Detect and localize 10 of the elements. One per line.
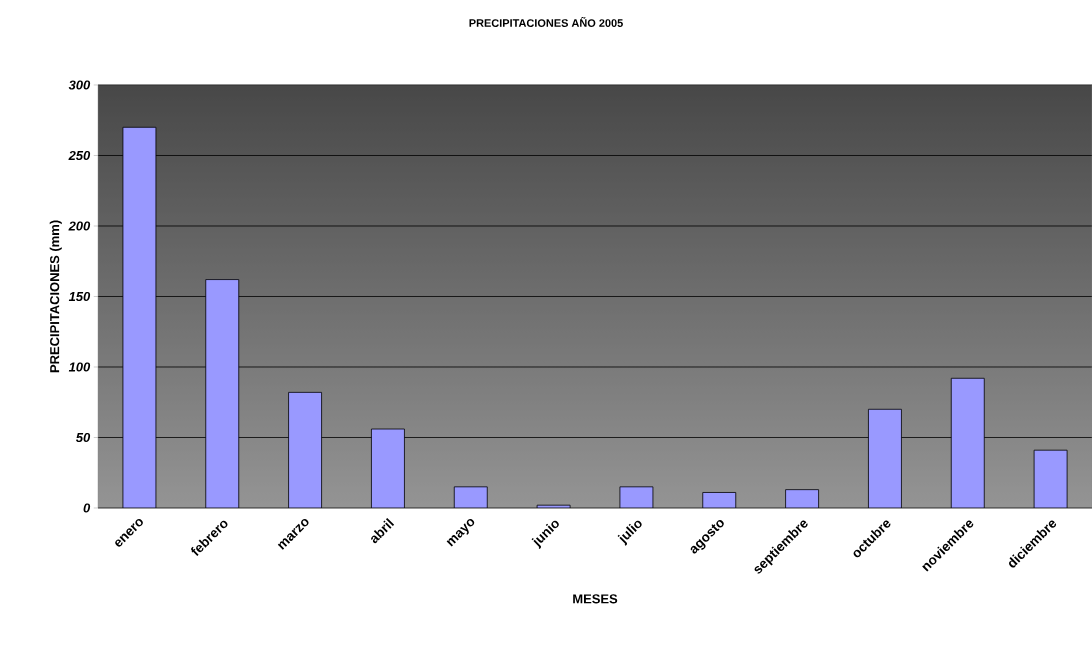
- y-tick-label: 50: [75, 432, 91, 443]
- y-tick-label: 200: [68, 221, 91, 231]
- y-tick-label: 0: [83, 503, 91, 513]
- y-axis-title: PRECIPITACIONES (mm): [49, 220, 62, 373]
- y-tick-label: 300: [68, 80, 91, 90]
- y-tick-label: 250: [68, 150, 91, 161]
- y-tick-label: 150: [68, 291, 91, 302]
- chart-title: PRECIPITACIONES AÑO 2005: [469, 17, 623, 27]
- x-axis-title: MESES: [573, 594, 618, 604]
- y-tick-label: 100: [68, 362, 91, 372]
